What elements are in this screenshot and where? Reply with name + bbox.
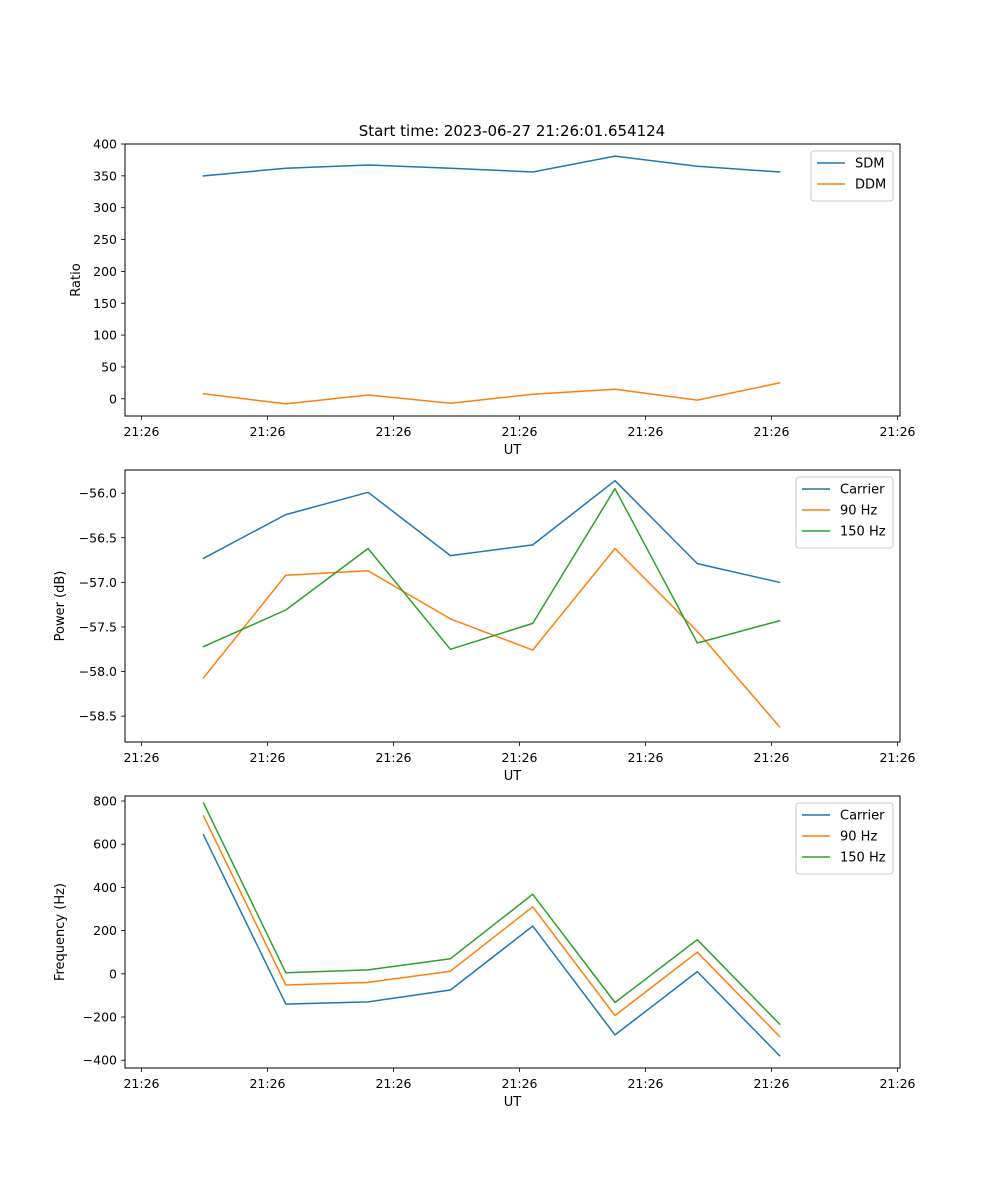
x-tick-label: 21:26 [375, 750, 411, 765]
series-line-carrier [202, 833, 781, 1057]
y-tick-label: −57.5 [79, 619, 117, 634]
y-tick-label: −200 [83, 1010, 117, 1025]
axes-frame [124, 469, 901, 743]
series-line-sdm [202, 155, 781, 177]
x-tick-label: 21:26 [879, 1076, 915, 1091]
series-line-carrier [202, 479, 781, 584]
subplots: 21:2621:2621:2621:2621:2621:2621:2621:27… [53, 137, 916, 1111]
legend: Carrier 90 Hz 150 Hz [795, 476, 894, 549]
y-tick-label: 400 [93, 137, 117, 152]
x-tick-label: 21:26 [753, 1076, 789, 1091]
y-tick-label: −57.0 [79, 575, 117, 590]
x-tick-label: 21:26 [501, 1076, 537, 1091]
x-tick-label: 21:26 [627, 424, 663, 439]
legend-entry: Carrier [840, 809, 885, 824]
x-tick-label: 21:26 [753, 424, 789, 439]
x-axis-label: UT [504, 1095, 522, 1110]
legend-entry: SDM [855, 157, 884, 172]
y-tick-label: 0 [109, 391, 117, 406]
legend-entry: 150 Hz [840, 851, 886, 866]
y-tick-label: −400 [83, 1053, 117, 1068]
x-tick-label: 21:26 [123, 750, 159, 765]
y-tick-label: −58.0 [79, 664, 117, 679]
legend-entry: 150 Hz [840, 525, 886, 540]
subplot-2: 21:2621:2621:2621:2621:2621:2621:2621:27… [53, 469, 916, 784]
y-tick-label: −56.0 [79, 486, 117, 501]
axes-frame [124, 143, 901, 417]
x-tick-label: 21:26 [627, 1076, 663, 1091]
series-line-ddm [202, 382, 781, 405]
x-tick-label: 21:26 [501, 424, 537, 439]
x-tick-label: 21:26 [501, 750, 537, 765]
y-tick-label: 200 [93, 264, 117, 279]
subplot-3: 21:2621:2621:2621:2621:2621:2621:2621:27… [53, 793, 916, 1110]
legend: Carrier 90 Hz 150 Hz [795, 802, 894, 875]
y-tick-label: 350 [93, 168, 117, 183]
x-tick-label: 21:26 [123, 1076, 159, 1091]
x-axis-label: UT [504, 443, 522, 458]
y-tick-label: 50 [101, 359, 117, 374]
x-tick-label: 21:26 [627, 750, 663, 765]
y-tick-label: −58.5 [79, 709, 117, 724]
y-tick-label: 0 [109, 966, 117, 981]
subplot-1: 21:2621:2621:2621:2621:2621:2621:2621:27… [69, 137, 916, 459]
y-tick-label: 400 [93, 880, 117, 895]
x-axis-label: UT [504, 769, 522, 784]
x-tick-label: 21:26 [375, 424, 411, 439]
y-tick-label: 600 [93, 837, 117, 852]
y-tick-label: 800 [93, 793, 117, 808]
legend-entry: 90 Hz [840, 504, 877, 519]
x-tick-label: 21:26 [249, 1076, 285, 1091]
y-tick-label: 300 [93, 200, 117, 215]
legend-entry: DDM [855, 178, 886, 193]
x-tick-label: 21:26 [375, 1076, 411, 1091]
y-tick-label: 200 [93, 923, 117, 938]
series-line-90-hz [202, 814, 781, 1038]
y-axis-label: Frequency (Hz) [53, 883, 68, 981]
y-axis-label: Power (dB) [53, 571, 68, 642]
series-line-150-hz [202, 487, 781, 651]
x-tick-label: 21:26 [249, 750, 285, 765]
x-tick-label: 21:26 [879, 424, 915, 439]
x-tick-label: 21:26 [879, 750, 915, 765]
legend-entry: 90 Hz [840, 830, 877, 845]
x-tick-label: 21:26 [123, 424, 159, 439]
legend: SDM DDM [810, 150, 894, 202]
y-tick-label: 250 [93, 232, 117, 247]
y-tick-label: 100 [93, 328, 117, 343]
y-tick-label: 150 [93, 296, 117, 311]
series-line-150-hz [202, 802, 781, 1026]
x-tick-label: 21:26 [753, 750, 789, 765]
y-axis-label: Ratio [69, 263, 84, 296]
x-tick-label: 21:26 [249, 424, 285, 439]
figure-title: Start time: 2023-06-27 21:26:01.654124 [359, 122, 665, 140]
legend-entry: Carrier [840, 483, 885, 498]
axes-frame [124, 795, 901, 1069]
y-tick-label: −56.5 [79, 530, 117, 545]
